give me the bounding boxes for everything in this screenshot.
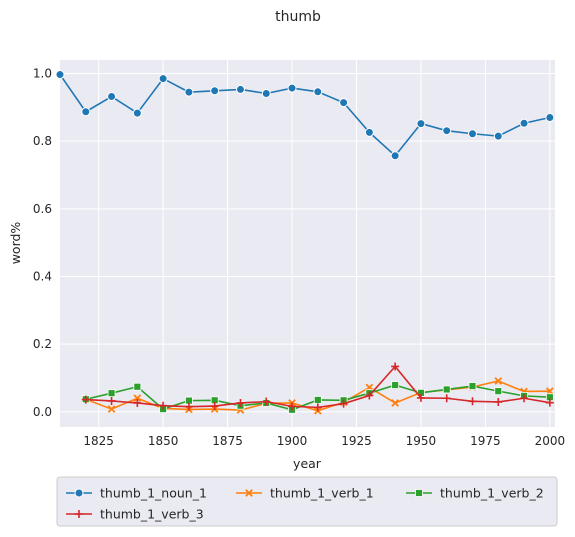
chart-title: thumb [275,9,321,25]
data-point [55,70,65,80]
y-tick-label: 0.8 [33,134,52,148]
series-thumb_1_verb_3 [81,362,554,412]
y-tick-label: 0.0 [33,405,52,419]
data-point [107,396,116,405]
data-point [236,398,245,407]
data-point [494,377,503,385]
data-point [133,394,142,403]
data-point [416,119,426,129]
data-point [133,382,142,391]
plot-area [60,60,555,427]
y-axis-label: word% [8,222,23,265]
legend: thumb_1_noun_1 thumb_1_verb_1 thumb_1_verb… [56,476,558,527]
x-tick-label: 1950 [406,434,437,448]
y-tick-label: 1.0 [33,67,52,81]
legend-label: thumb_1_verb_1 [270,486,374,501]
x-tick-label: 1925 [341,434,372,448]
data-point [442,385,451,394]
legend-label: thumb_1_verb_2 [440,486,544,501]
legend-marker [245,489,253,497]
x-tick-label: 1850 [148,434,179,448]
data-point [493,131,503,141]
series-group [55,70,555,415]
data-point [442,126,452,136]
legend-item: thumb_1_verb_3 [66,507,204,522]
data-point [81,107,91,117]
data-point [545,398,554,407]
data-point [235,84,245,94]
data-point [391,362,400,371]
data-point [107,92,117,102]
data-point [133,398,142,407]
series-thumb_1_noun_1 [55,70,555,161]
data-point [519,118,529,128]
legend-label: thumb_1_verb_3 [100,507,204,522]
data-point [391,399,399,407]
data-point [158,74,168,84]
legend-item: thumb_1_noun_1 [66,486,207,501]
x-tick-label: 2000 [535,434,566,448]
data-point [339,399,348,408]
data-point [184,87,194,97]
data-point [210,402,219,411]
legend-label: thumb_1_noun_1 [100,486,207,501]
data-point [416,393,425,402]
data-point [494,397,503,406]
data-point [107,405,116,413]
data-point [520,394,529,403]
data-point [288,402,297,411]
data-point [468,382,477,390]
x-tick-label: 1875 [212,434,243,448]
x-tick-label: 1900 [277,434,308,448]
y-tick-label: 0.6 [33,202,52,216]
legend-marker [415,489,423,497]
data-point [468,129,477,139]
data-point [546,387,554,395]
x-tick-label: 1975 [470,434,501,448]
data-point [545,113,555,123]
y-tick-labels: 0.0 0.2 0.4 0.6 0.8 1.0 [33,67,52,419]
x-axis-label: year [293,456,322,471]
data-point [107,389,116,398]
y-tick-label: 0.4 [33,269,52,283]
legend-box [56,476,558,527]
legend-marker [74,488,84,498]
data-point [390,151,400,161]
data-point [339,98,349,108]
data-point [313,396,322,404]
legend-item: thumb_1_verb_1 [236,486,374,501]
data-point [184,402,193,411]
data-point [261,88,271,98]
data-point [391,381,400,389]
data-point [468,397,477,406]
x-tick-label: 1825 [83,434,114,448]
data-point [313,87,323,97]
x-tick-labels: 1825 1850 1875 1900 1925 1950 1975 2000 [83,434,565,448]
data-point [442,394,451,403]
data-point [159,401,168,410]
data-point [210,86,220,96]
data-point [494,387,503,396]
legend-marker [75,510,83,518]
legend-item: thumb_1_verb_2 [406,486,544,501]
data-point [81,395,90,404]
data-point [132,108,142,118]
data-point [365,391,374,400]
data-point [262,397,271,406]
data-point [287,83,297,93]
data-point [364,127,374,137]
y-tick-label: 0.2 [33,337,52,351]
data-point [313,403,322,412]
